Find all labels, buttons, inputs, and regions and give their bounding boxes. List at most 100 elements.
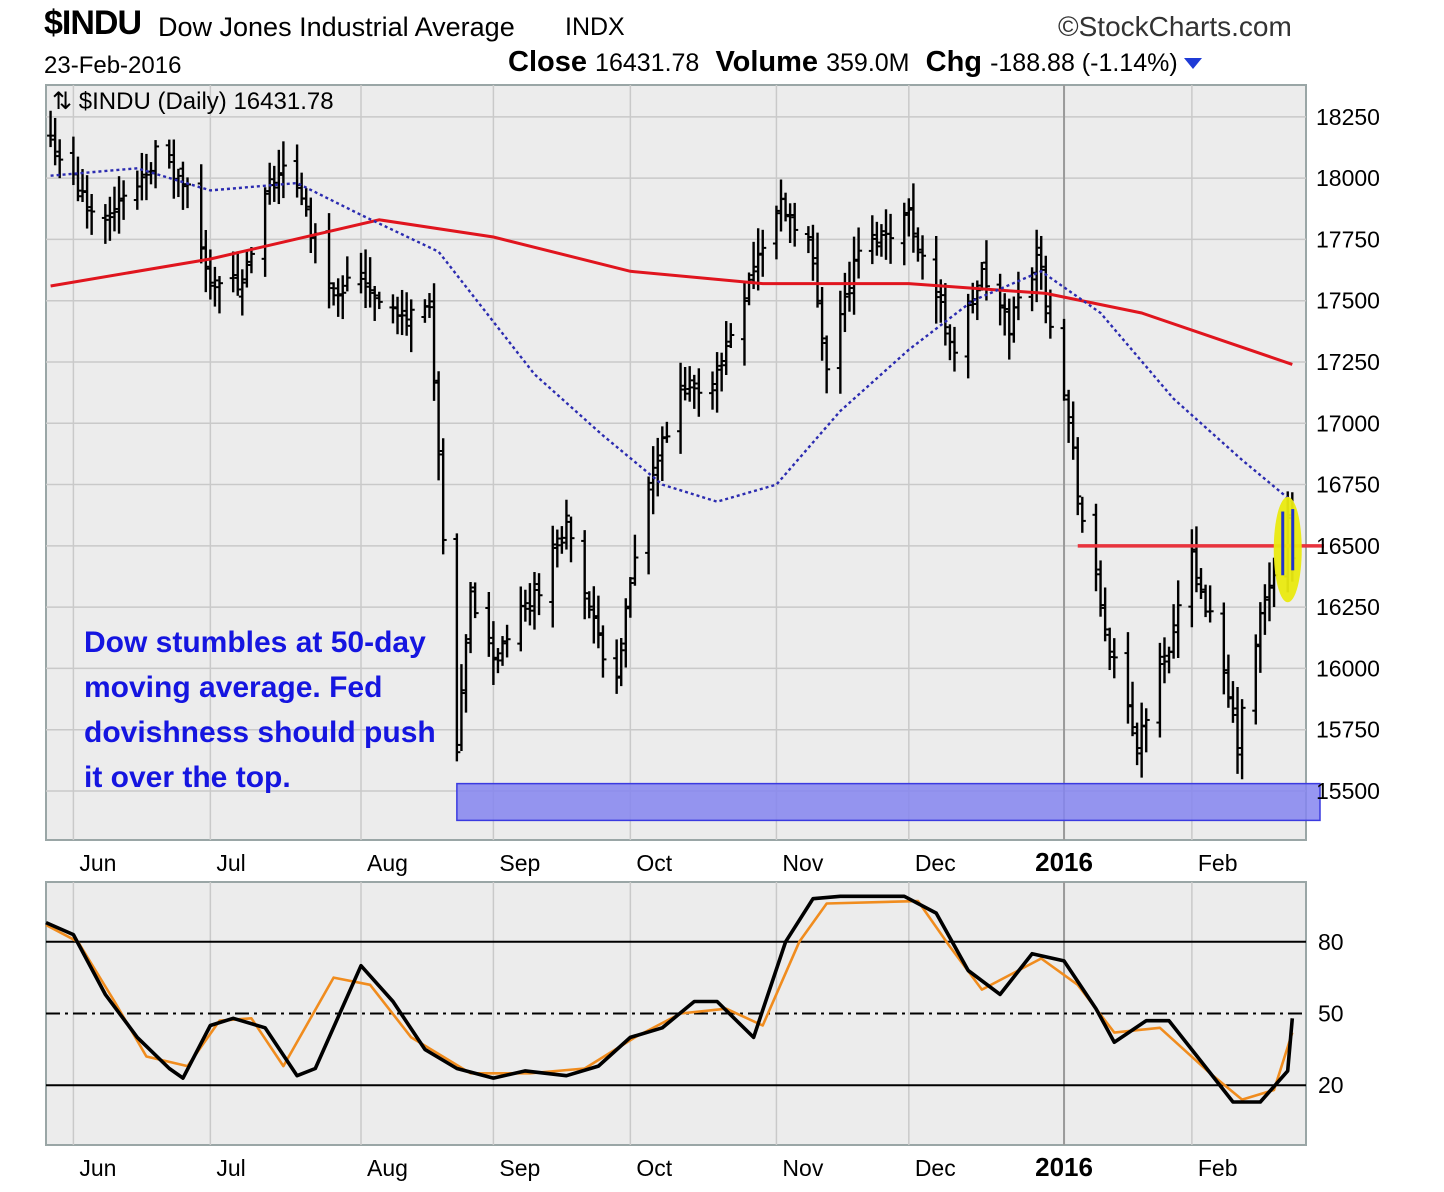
chg-value: -188.88 (-1.14%) xyxy=(990,49,1178,77)
chart-legend: ⇅ $INDU (Daily) 16431.78 xyxy=(52,88,334,115)
ohlc-bar xyxy=(1110,638,1118,679)
ohlc-bar xyxy=(745,272,753,306)
ohlc-bar xyxy=(722,321,730,376)
ohlc-bar xyxy=(110,186,118,232)
ohlc-bar xyxy=(106,196,114,241)
ohlc-bar xyxy=(1265,562,1273,622)
volume-value: 359.0M xyxy=(826,49,910,77)
ohlc-bar xyxy=(165,139,173,169)
annotation-line: moving average. Fed xyxy=(84,671,383,704)
ohlc-bar xyxy=(791,202,799,247)
x-tick-label: 2016 xyxy=(1035,847,1093,877)
ohlc-bar xyxy=(718,352,726,392)
ohlc-bar xyxy=(558,526,566,554)
ohlc-bar xyxy=(494,648,502,674)
ohlc-bar xyxy=(1238,699,1246,780)
ohlc-bar xyxy=(1033,229,1041,303)
ohlc-bar xyxy=(403,292,411,336)
ohlc-bar xyxy=(51,117,59,166)
x-tick-label: Dec xyxy=(915,850,956,876)
ohlc-bar xyxy=(215,276,223,314)
ohlc-bar xyxy=(581,530,589,620)
ohlc-bar xyxy=(521,589,529,622)
ohlc-bar xyxy=(654,437,662,497)
osc-x-tick-label: Dec xyxy=(915,1155,956,1181)
ohlc-bar xyxy=(978,261,986,291)
x-tick-label: Jul xyxy=(216,850,245,876)
ohlc-bar xyxy=(759,229,767,277)
ohlc-bar xyxy=(1174,580,1182,658)
ohlc-bar xyxy=(850,236,858,315)
ohlc-bar xyxy=(56,139,64,179)
osc-x-tick-label: Jun xyxy=(79,1155,116,1181)
ohlc-bar xyxy=(649,446,657,515)
ohlc-bar xyxy=(243,249,251,288)
exchange: INDX xyxy=(565,13,625,41)
x-tick-label: Feb xyxy=(1198,850,1238,876)
ohlc-bar xyxy=(1234,687,1242,774)
ohlc-bar xyxy=(1042,255,1050,324)
ohlc-bar xyxy=(115,176,123,234)
sma200-line xyxy=(50,218,1293,366)
ohlc-bar xyxy=(1156,642,1164,738)
ohlc-bar xyxy=(261,187,269,277)
down-arrow-icon xyxy=(1183,57,1202,69)
ohlc-bar xyxy=(1220,602,1228,695)
y-tick-label: 16500 xyxy=(1316,533,1380,559)
ohlc-bar xyxy=(786,203,794,244)
ohlc-bar xyxy=(727,323,735,348)
ohlc-bar xyxy=(503,624,511,658)
volume-label: Volume xyxy=(715,46,819,78)
osc-x-tick-label: Oct xyxy=(636,1155,672,1181)
ohlc-bar xyxy=(914,227,922,262)
ohlc-bar xyxy=(868,215,876,265)
ohlc-bar xyxy=(275,149,283,205)
quote-summary: Close 16431.78 Volume 359.0M Chg -188.88… xyxy=(508,46,1202,79)
ohlc-bar xyxy=(362,249,370,309)
ohlc-bar xyxy=(617,638,625,687)
ohlc-bar xyxy=(695,368,703,417)
ohlc-bar xyxy=(877,224,885,257)
ohlc-bar xyxy=(238,269,246,316)
ohlc-bar xyxy=(334,278,342,317)
y-tick-label: 17250 xyxy=(1316,349,1380,375)
ohlc-bar xyxy=(1078,496,1086,533)
support-zone xyxy=(456,782,1321,822)
ohlc-bar xyxy=(845,261,853,312)
ohlc-bar xyxy=(562,499,570,550)
ohlc-bar xyxy=(709,371,717,410)
ohlc-bar xyxy=(782,192,790,222)
ohlc-bar xyxy=(754,228,762,291)
ohlc-bar xyxy=(996,273,1004,326)
ohlc-bar xyxy=(814,232,822,308)
ohlc-bar xyxy=(1160,637,1168,684)
ohlc-bar xyxy=(681,366,689,401)
annotation-text: Dow stumbles at 50-day moving average. F… xyxy=(84,620,484,800)
annotation-line: Dow stumbles at 50-day xyxy=(84,626,426,659)
ohlc-bar xyxy=(425,293,433,318)
ohlc-bar xyxy=(526,583,534,626)
close-label: Close xyxy=(508,46,587,78)
ohlc-bar xyxy=(279,141,287,199)
highlight-ellipse xyxy=(1273,496,1302,603)
y-tick-label: 16000 xyxy=(1316,655,1380,681)
ohlc-bar xyxy=(690,374,698,409)
ohlc-bar xyxy=(823,335,831,394)
x-tick-label: Sep xyxy=(499,850,540,876)
x-tick-label: Oct xyxy=(636,850,672,876)
ohlc-bar xyxy=(1065,389,1073,443)
osc-x-tick-label: Nov xyxy=(782,1155,823,1181)
osc-x-tick-label: Sep xyxy=(499,1155,540,1181)
ohlc-bar xyxy=(1129,681,1137,737)
ohlc-bar xyxy=(435,371,443,481)
ohlc-bar xyxy=(919,235,927,280)
ohlc-bar xyxy=(485,592,493,657)
ohlc-bar xyxy=(818,287,826,361)
ohlc-bar xyxy=(430,283,438,401)
symbol: $INDU xyxy=(44,4,142,42)
ohlc-bar xyxy=(599,625,607,678)
ohlc-bar xyxy=(905,198,913,237)
ohlc-bar xyxy=(1101,587,1109,642)
annotation-line: dovishness should push xyxy=(84,716,436,749)
ohlc-bar xyxy=(439,438,447,555)
